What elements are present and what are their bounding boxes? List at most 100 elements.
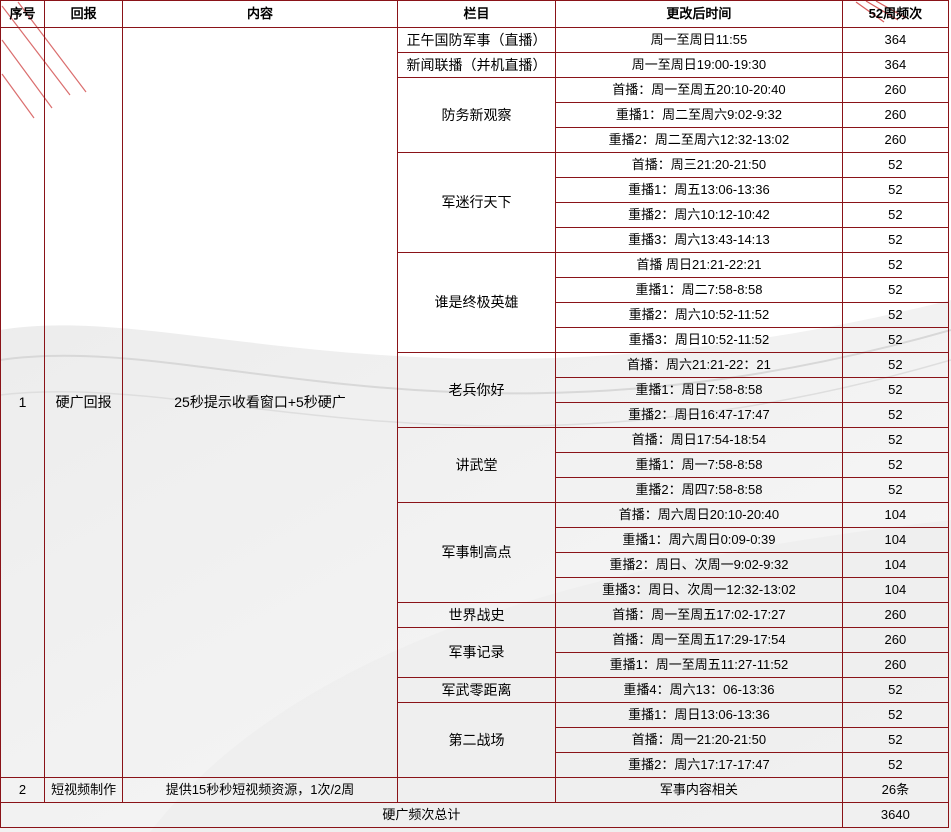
table-row-shortvideo: 2 短视频制作 提供15秒秒短视频资源，1次/2周 军事内容相关 26条: [0, 777, 950, 803]
cell-seq: 2: [0, 777, 46, 803]
cell-frequency: 52: [841, 752, 950, 778]
header-seq: 序号: [0, 0, 46, 28]
header-frequency: 52周频次: [841, 0, 950, 28]
cell-frequency: 104: [841, 577, 950, 603]
cell-schedule-time: 首播 周日21:21-22:21: [555, 252, 843, 278]
table-header-row: 序号 回报 内容 栏目 更改后时间 52周频次: [0, 0, 950, 28]
cell-program-name: 新闻联播（并机直播）: [396, 52, 557, 78]
cell-frequency: 52: [841, 277, 950, 303]
cell-program-name: 谁是终极英雄: [396, 252, 557, 353]
cell-schedule-time: 重播2：周日、次周一9:02-9:32: [555, 552, 843, 578]
header-column: 栏目: [396, 0, 557, 28]
cell-frequency: 52: [841, 327, 950, 353]
cell-schedule-time: 重播2：周二至周六12:32-13:02: [555, 127, 843, 153]
cell-schedule-time: 首播：周一21:20-21:50: [555, 727, 843, 753]
cell-frequency: 260: [841, 652, 950, 678]
cell-frequency: 260: [841, 602, 950, 628]
cell-frequency: 260: [841, 77, 950, 103]
cell-frequency: 26条: [841, 777, 950, 803]
table-body: 1 硬广回报 25秒提示收看窗口+5秒硬广 正午国防军事（直播） 周一至周日11:55 3…: [0, 27, 950, 828]
cell-schedule-time: 重播1：周日7:58-8:58: [555, 377, 843, 403]
footer-total-value: 3640: [841, 802, 950, 828]
cell-content: 25秒提示收看窗口+5秒硬广: [122, 27, 398, 778]
cell-schedule-time: 重播4：周六13：06-13:36: [555, 677, 843, 703]
cell-frequency: 52: [841, 477, 950, 503]
cell-frequency: 52: [841, 427, 950, 453]
cell-schedule-time: 重播2：周六10:12-10:42: [555, 202, 843, 228]
table-row: 1 硬广回报 25秒提示收看窗口+5秒硬广 正午国防军事（直播） 周一至周日11:55 3…: [0, 27, 950, 778]
cell-program-name: 正午国防军事（直播）: [396, 27, 557, 53]
cell-schedule-time: 重播1：周二7:58-8:58: [555, 277, 843, 303]
cell-program-name: 军事记录: [396, 627, 557, 678]
table-row: 重播1：周二7:58-8:58 52: [1, 277, 950, 303]
header-time: 更改后时间: [555, 0, 843, 28]
cell-frequency: 52: [841, 152, 950, 178]
cell-content: 提供15秒秒短视频资源，1次/2周: [122, 777, 398, 803]
cell-schedule-time: 首播：周三21:20-21:50: [555, 152, 843, 178]
cell-program-name: 老兵你好: [396, 352, 557, 428]
cell-frequency: 52: [841, 702, 950, 728]
cell-schedule-time: 首播：周一至周五17:29-17:54: [555, 627, 843, 653]
cell-program-name: 讲武堂: [396, 427, 557, 503]
cell-frequency: 52: [841, 227, 950, 253]
cell-frequency: 104: [841, 502, 950, 528]
cell-frequency: 104: [841, 552, 950, 578]
cell-frequency: 52: [841, 727, 950, 753]
cell-frequency: 52: [841, 402, 950, 428]
cell-schedule-time: 首播：周一至周五17:02-17:27: [555, 602, 843, 628]
cell-schedule-time: 重播2：周六10:52-11:52: [555, 302, 843, 328]
cell-schedule-time: 周一至周日19:00-19:30: [555, 52, 843, 78]
cell-schedule-time: 首播：周六21:21-22：21: [555, 352, 843, 378]
cell-schedule-time: 重播2：周四7:58-8:58: [555, 477, 843, 503]
cell-schedule-time: 重播3：周六13:43-14:13: [555, 227, 843, 253]
cell-schedule-time: 军事内容相关: [555, 777, 843, 803]
cell-schedule-time: 重播1：周六周日0:09-0:39: [555, 527, 843, 553]
cell-frequency: 104: [841, 527, 950, 553]
header-return: 回报: [44, 0, 124, 28]
cell-schedule-time: 首播：周日17:54-18:54: [555, 427, 843, 453]
cell-frequency: 52: [841, 352, 950, 378]
cell-program-name: 防务新观察: [396, 77, 557, 153]
footer-total-label: 硬广频次总计: [0, 802, 843, 828]
cell-schedule-time: 周一至周日11:55: [555, 27, 843, 53]
cell-frequency: 364: [841, 27, 950, 53]
cell-schedule-time: 重播2：周六17:17-17:47: [555, 752, 843, 778]
cell-schedule-time: 首播：周六周日20:10-20:40: [555, 502, 843, 528]
cell-frequency: 52: [841, 377, 950, 403]
table-row: 新闻联播（并机直播） 周一至周日19:00-19:30 364: [1, 52, 950, 78]
table-row: 重播3：周六13:43-14:13 52: [1, 227, 950, 253]
cell-frequency: 52: [841, 677, 950, 703]
cell-schedule-time: 重播1：周五13:06-13:36: [555, 177, 843, 203]
cell-frequency: 52: [841, 202, 950, 228]
cell-frequency: 52: [841, 302, 950, 328]
cell-schedule-time: 首播：周一至周五20:10-20:40: [555, 77, 843, 103]
table-row: 重播2：周二至周六12:32-13:02 260: [1, 127, 950, 153]
cell-frequency: 260: [841, 127, 950, 153]
cell-program-name: 第二战场: [396, 702, 557, 778]
cell-return-type: 硬广回报: [44, 27, 124, 778]
table-row: 防务新观察 首播：周一至周五20:10-20:40 260: [1, 77, 950, 153]
header-content: 内容: [122, 0, 398, 28]
cell-schedule-time: 重播3：周日、次周一12:32-13:02: [555, 577, 843, 603]
cell-frequency: 364: [841, 52, 950, 78]
cell-program-name: 军事制高点: [396, 502, 557, 603]
cell-schedule-time: 重播1：周一至周五11:27-11:52: [555, 652, 843, 678]
table-footer-row: 硬广频次总计 3640: [0, 802, 950, 828]
cell-frequency: 260: [841, 627, 950, 653]
cell-seq: 1: [0, 27, 46, 778]
cell-frequency: 52: [841, 252, 950, 278]
cell-schedule-time: 重播1：周一7:58-8:58: [555, 452, 843, 478]
cell-schedule-time: 重播3：周日10:52-11:52: [555, 327, 843, 353]
cell-program-name: [396, 777, 557, 803]
cell-program-name: 军迷行天下: [396, 152, 557, 253]
cell-frequency: 52: [841, 177, 950, 203]
cell-program-name: 世界战史: [396, 602, 557, 628]
table-row: 重播1：周五13:06-13:36 52: [1, 177, 950, 203]
cell-schedule-time: 重播1：周二至周六9:02-9:32: [555, 102, 843, 128]
cell-schedule-time: 重播1：周日13:06-13:36: [555, 702, 843, 728]
cell-program-name: 军武零距离: [396, 677, 557, 703]
cell-return-type: 短视频制作: [44, 777, 124, 803]
cell-frequency: 260: [841, 102, 950, 128]
cell-schedule-time: 重播2：周日16:47-17:47: [555, 402, 843, 428]
